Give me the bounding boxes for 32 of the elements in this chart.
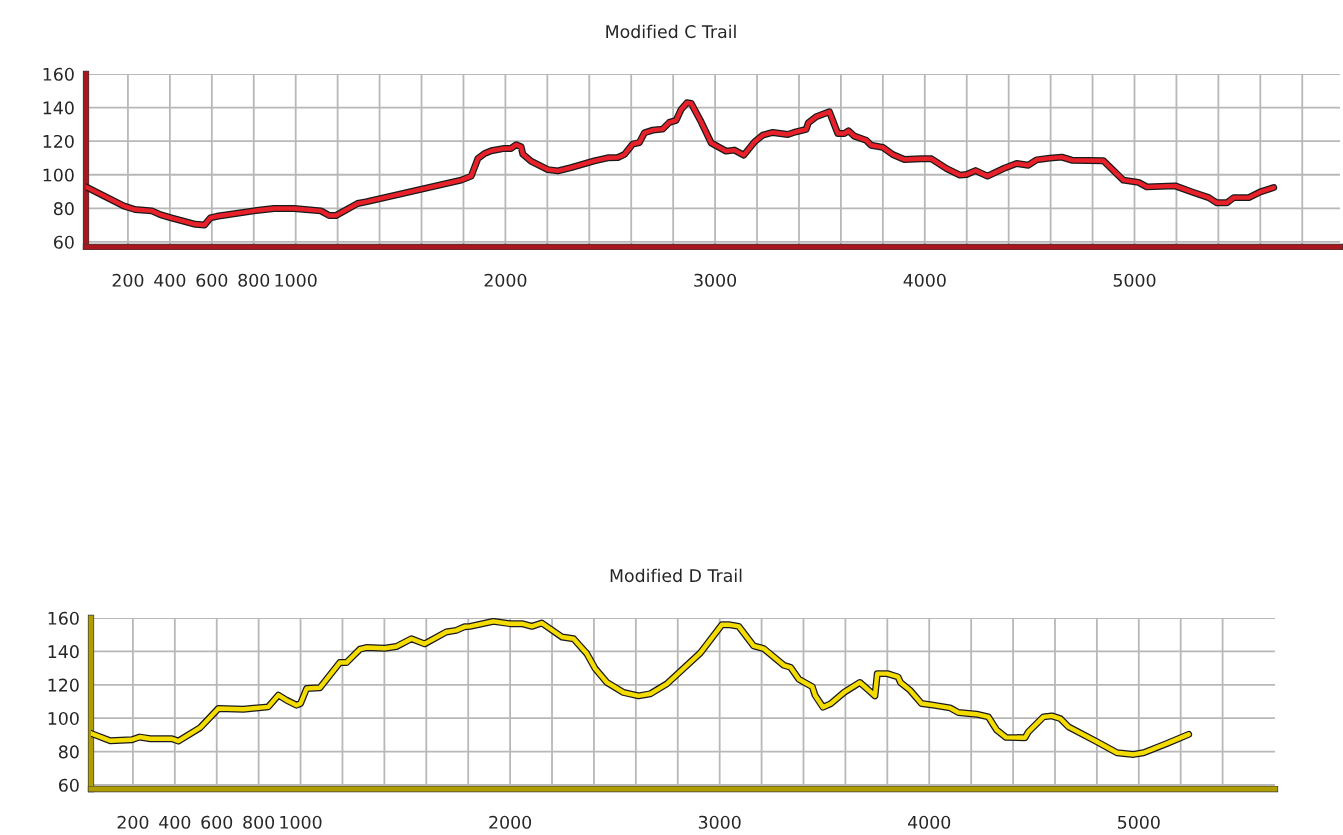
x-tick-label: 1000	[280, 815, 322, 829]
y-tick-label: 120	[48, 678, 79, 692]
x-tick-label: 5000	[1118, 815, 1160, 829]
x-tick-label: 2000	[484, 273, 527, 287]
y-tick-label: 140	[48, 645, 79, 659]
y-tick-label: 160	[48, 611, 79, 625]
x-tick-label: 3000	[698, 815, 741, 829]
x-tick-label: 200	[112, 273, 144, 287]
x-tick-label: 1000	[275, 273, 317, 287]
y-tick-label: 60	[54, 235, 74, 249]
x-tick-label: 4000	[907, 815, 951, 829]
x-tick-label: 600	[201, 815, 233, 829]
x-tick-label: 400	[159, 815, 191, 829]
x-tick-label: 200	[117, 815, 149, 829]
chart-title: Modified C Trail	[606, 24, 736, 39]
x-tick-label: 600	[196, 273, 228, 287]
x-tick-label: 4000	[903, 273, 946, 287]
x-tick-label: 2000	[489, 815, 532, 829]
y-tick-label: 60	[59, 778, 79, 792]
y-tick-label: 140	[43, 101, 74, 115]
y-tick-label: 80	[53, 202, 74, 216]
x-tick-label: 800	[238, 273, 270, 287]
y-tick-label: 160	[43, 67, 74, 81]
y-tick-label: 100	[48, 711, 79, 726]
chart-title: Modified D Trail	[610, 568, 742, 583]
x-tick-label: 3000	[694, 273, 737, 287]
y-tick-label: 80	[58, 745, 79, 759]
x-tick-label: 800	[243, 815, 275, 829]
y-tick-label: 100	[43, 168, 74, 182]
y-tick-label: 120	[43, 134, 74, 149]
x-tick-label: 400	[154, 273, 186, 287]
x-tick-label: 5000	[1113, 273, 1156, 287]
